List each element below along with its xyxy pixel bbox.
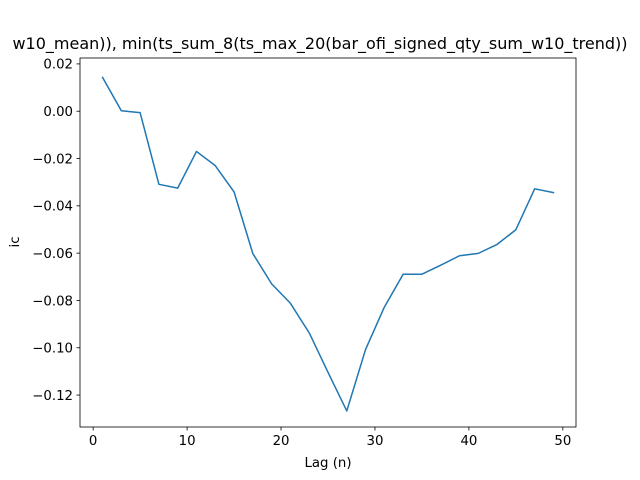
plot-background bbox=[80, 58, 576, 427]
series-layer bbox=[101, 76, 555, 412]
x-axis-ticks: 0 10 20 30 40 50 bbox=[89, 427, 571, 449]
y-axis-ticks: 0.02 0.00 −0.02 −0.04 −0.06 −0.08 −0.10 −0.12 bbox=[32, 58, 80, 404]
y-tick-label: −0.10 bbox=[32, 342, 73, 357]
y-tick-label: 0.00 bbox=[43, 105, 73, 120]
x-tick-label: 50 bbox=[554, 434, 571, 449]
plot-frame bbox=[79, 57, 577, 428]
chart-title: w10_mean)), min(ts_sum_8(ts_max_20(bar_o… bbox=[12, 34, 627, 54]
y-tick-label: −0.04 bbox=[32, 200, 73, 215]
y-tick-label: −0.06 bbox=[32, 247, 73, 262]
y-tick-label: −0.02 bbox=[32, 152, 73, 167]
x-tick-label: 30 bbox=[367, 434, 384, 449]
y-tick-label: −0.12 bbox=[32, 389, 73, 404]
plot-area bbox=[80, 58, 576, 427]
x-tick-label: 0 bbox=[89, 434, 97, 449]
x-tick-label: 40 bbox=[460, 434, 477, 449]
x-axis-label: Lag (n) bbox=[304, 456, 351, 471]
x-tick-label: 20 bbox=[273, 434, 290, 449]
series-line-0 bbox=[101, 76, 555, 412]
y-tick-label: −0.08 bbox=[32, 294, 73, 309]
y-tick-label: 0.02 bbox=[43, 58, 73, 73]
x-tick-label: 10 bbox=[179, 434, 196, 449]
y-axis-label: ic bbox=[8, 236, 23, 247]
